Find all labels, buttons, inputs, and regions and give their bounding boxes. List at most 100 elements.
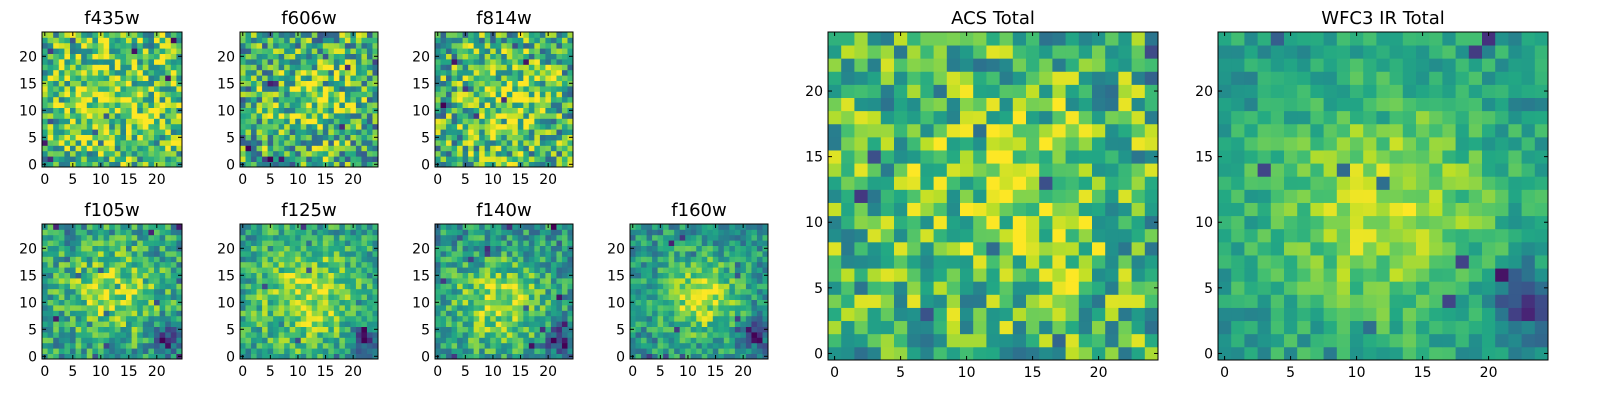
heatmap-cell bbox=[295, 37, 302, 44]
heatmap-cell bbox=[545, 229, 552, 236]
heatmap-cell bbox=[86, 102, 93, 108]
heatmap-cell bbox=[986, 176, 1000, 190]
heatmap-cell bbox=[740, 240, 747, 246]
heatmap-cell bbox=[355, 310, 362, 317]
heatmap-cell bbox=[854, 255, 868, 269]
heatmap-cell bbox=[328, 150, 335, 157]
heatmap-cell bbox=[933, 163, 948, 177]
heatmap-cell bbox=[561, 294, 568, 300]
heatmap-cell bbox=[490, 332, 497, 338]
heatmap-cell bbox=[652, 240, 658, 246]
y-tick-label: 0 bbox=[421, 349, 430, 365]
heatmap-cell bbox=[501, 256, 508, 263]
x-tick-label: 20 bbox=[148, 364, 166, 380]
heatmap-cell bbox=[245, 283, 252, 290]
heatmap-cell bbox=[159, 256, 166, 263]
heatmap-cell bbox=[114, 53, 121, 60]
heatmap-cell bbox=[262, 150, 268, 157]
heatmap-cell bbox=[1118, 228, 1132, 243]
heatmap-cell bbox=[561, 69, 568, 76]
heatmap-cell bbox=[126, 48, 132, 54]
heatmap-cell bbox=[131, 91, 138, 98]
heatmap-cell bbox=[284, 224, 291, 230]
heatmap-cell bbox=[490, 321, 497, 327]
y-tick-label: 15 bbox=[19, 268, 37, 284]
heatmap-cell bbox=[165, 353, 172, 360]
heatmap-cell bbox=[306, 91, 313, 98]
heatmap-cell bbox=[251, 59, 257, 65]
heatmap-cell bbox=[328, 161, 335, 168]
heatmap-cell bbox=[751, 245, 758, 252]
heatmap-cell bbox=[154, 229, 160, 236]
heatmap-cell bbox=[674, 332, 681, 338]
heatmap-cell bbox=[64, 134, 71, 141]
heatmap-cell bbox=[854, 202, 868, 217]
heatmap-cell bbox=[479, 234, 486, 241]
heatmap-cell bbox=[446, 48, 452, 54]
heatmap-cell bbox=[81, 245, 88, 252]
heatmap-cell bbox=[517, 37, 524, 44]
heatmap-cell bbox=[933, 189, 948, 203]
heatmap-cell bbox=[126, 134, 132, 141]
heatmap-cell bbox=[295, 240, 302, 246]
heatmap-cell bbox=[245, 256, 252, 263]
heatmap-cell bbox=[64, 123, 71, 130]
heatmap-cell bbox=[960, 241, 974, 256]
heatmap-cell bbox=[534, 145, 541, 152]
heatmap-cell bbox=[148, 123, 155, 130]
heatmap-cell bbox=[355, 53, 362, 60]
heatmap-cell bbox=[256, 283, 263, 290]
heatmap-cell bbox=[240, 129, 246, 135]
heatmap-cell bbox=[295, 145, 302, 152]
heatmap-cell bbox=[960, 333, 974, 348]
heatmap-cell bbox=[751, 229, 758, 236]
heatmap-cell bbox=[289, 251, 296, 257]
heatmap-cell bbox=[159, 283, 166, 290]
heatmap-cell bbox=[262, 332, 268, 338]
heatmap-cell bbox=[556, 234, 563, 241]
heatmap-cell bbox=[289, 86, 296, 92]
heatmap-cell bbox=[355, 321, 362, 327]
heatmap-cell bbox=[98, 118, 104, 125]
heatmap-cell bbox=[114, 107, 121, 114]
heatmap-cell bbox=[148, 91, 155, 98]
heatmap-cell bbox=[273, 123, 280, 130]
heatmap-cell bbox=[131, 315, 138, 322]
heatmap-cell bbox=[311, 337, 318, 344]
y-tick-label: 5 bbox=[28, 322, 37, 338]
heatmap-cell bbox=[251, 145, 257, 152]
heatmap-cell bbox=[98, 42, 104, 49]
heatmap-cell bbox=[701, 321, 708, 327]
heatmap-cell bbox=[148, 102, 155, 108]
heatmap-cell bbox=[712, 337, 719, 344]
heatmap-cell bbox=[523, 294, 530, 300]
heatmap-cell bbox=[81, 123, 88, 130]
heatmap-cell bbox=[973, 150, 987, 164]
heatmap-cell bbox=[120, 91, 127, 98]
heatmap-cell bbox=[131, 42, 138, 49]
heatmap-cell bbox=[109, 261, 116, 268]
heatmap-cell bbox=[740, 251, 747, 257]
heatmap-cell bbox=[256, 113, 263, 119]
heatmap-cell bbox=[451, 96, 458, 103]
heatmap-cell bbox=[663, 353, 670, 360]
heatmap-cell bbox=[278, 113, 285, 119]
heatmap-cell bbox=[81, 59, 88, 65]
heatmap-cell bbox=[148, 305, 155, 311]
heatmap-cell bbox=[58, 299, 65, 306]
heatmap-cell bbox=[120, 64, 127, 71]
heatmap-cell bbox=[131, 342, 138, 349]
heatmap-cell bbox=[523, 245, 530, 252]
heatmap-cell bbox=[506, 140, 513, 146]
heatmap-cell bbox=[561, 224, 568, 230]
heatmap-cell bbox=[657, 299, 664, 306]
axes-frame bbox=[41, 223, 183, 360]
heatmap-cell bbox=[344, 321, 351, 327]
heatmap-cell bbox=[306, 48, 313, 54]
heatmap-cell bbox=[131, 229, 138, 236]
heatmap-cell bbox=[696, 245, 703, 252]
heatmap-cell bbox=[251, 118, 257, 125]
heatmap-cell bbox=[920, 320, 934, 335]
heatmap-cell bbox=[446, 53, 452, 60]
heatmap-cell bbox=[495, 161, 502, 168]
